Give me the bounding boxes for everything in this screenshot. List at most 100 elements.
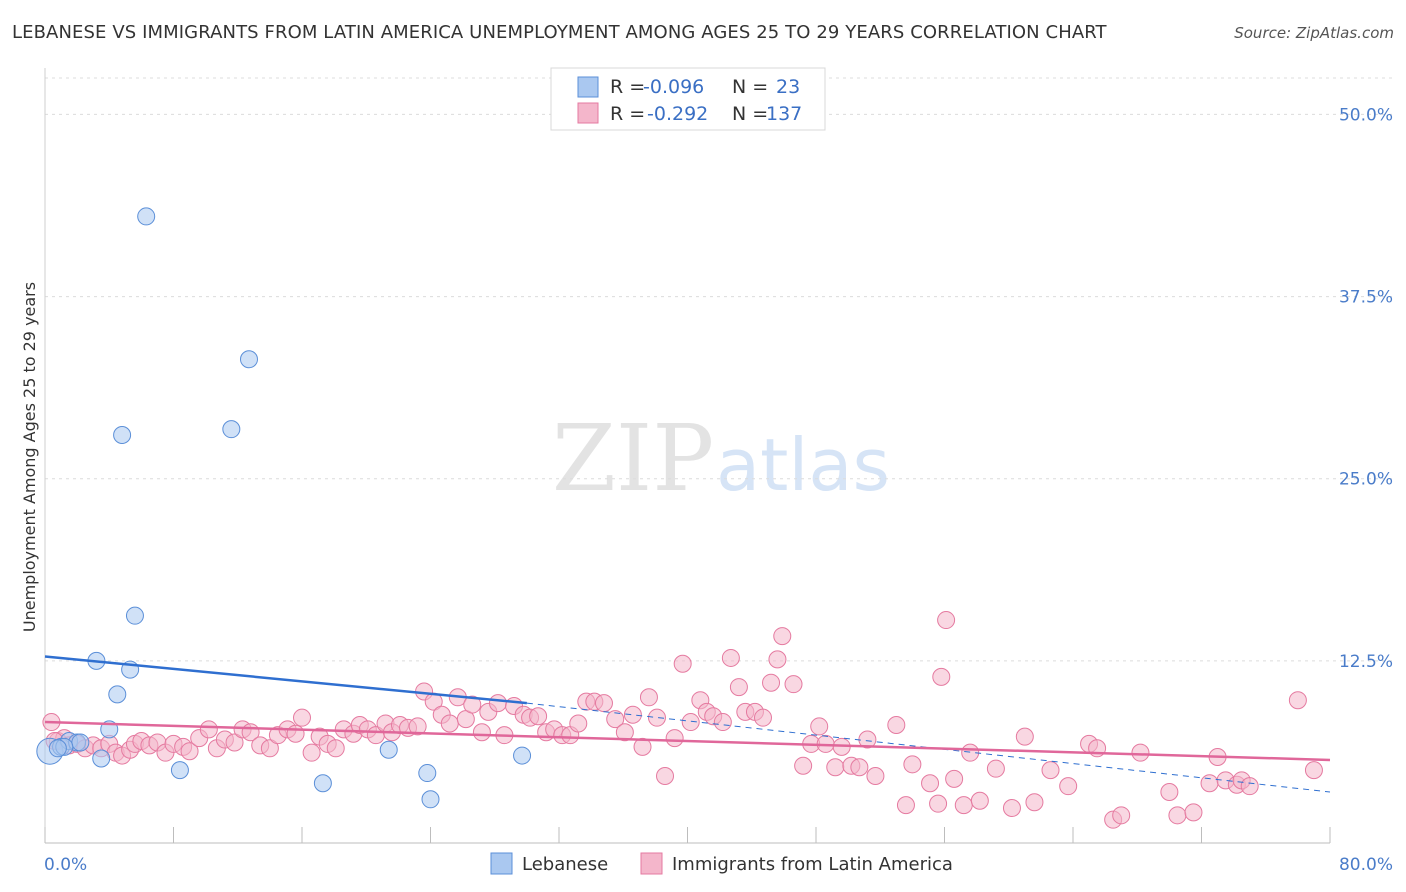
legend-r-value-2: -0.292 — [647, 103, 708, 125]
data-point-latin-america — [594, 694, 613, 713]
data-point-latin-america — [784, 675, 803, 694]
trend-lines — [44, 655, 1331, 793]
data-point-lebanese — [137, 207, 156, 226]
series-latin-america-points — [42, 611, 1323, 829]
data-point-latin-america — [673, 654, 692, 673]
data-point-latin-america — [1184, 803, 1203, 822]
data-point-latin-america — [665, 729, 684, 748]
data-point-latin-america — [286, 724, 305, 743]
data-point-latin-america — [1304, 761, 1323, 780]
bottom-legend-swatch-latin-america — [640, 852, 663, 875]
data-point-latin-america — [921, 774, 940, 793]
bottom-legend: Lebanese Immigrants from Latin America — [490, 852, 953, 875]
bottom-legend-swatch-lebanese — [490, 852, 513, 875]
y-tick-label: 50.0% — [1339, 105, 1393, 125]
data-point-latin-america — [1288, 691, 1307, 710]
data-point-latin-america — [488, 694, 507, 713]
watermark-atlas: atlas — [716, 423, 890, 507]
data-point-latin-america — [932, 667, 951, 686]
legend-r-value-1: -0.096 — [643, 76, 704, 98]
data-point-latin-america — [440, 714, 459, 733]
data-point-latin-america — [954, 796, 973, 815]
tick-labels: 12.5% 25.0% 37.5% 50.0% 0.0% 80.0% — [44, 105, 1393, 875]
data-point-latin-america — [762, 673, 781, 692]
data-point-lebanese — [379, 740, 398, 759]
data-point-latin-america — [225, 733, 244, 752]
data-point-latin-america — [713, 713, 732, 732]
data-point-latin-america — [326, 739, 345, 758]
data-point-latin-america — [615, 723, 634, 742]
data-point-lebanese — [113, 426, 132, 444]
data-point-lebanese — [239, 350, 258, 369]
data-point-lebanese — [421, 790, 440, 809]
data-point-latin-america — [529, 707, 548, 726]
data-point-latin-america — [1002, 799, 1021, 818]
data-point-lebanese — [125, 606, 144, 625]
axes — [44, 68, 1331, 844]
data-point-latin-america — [721, 648, 740, 667]
data-point-latin-america — [729, 678, 748, 697]
data-point-latin-america — [850, 758, 869, 777]
data-point-latin-america — [826, 758, 845, 777]
data-point-latin-america — [810, 717, 829, 736]
data-point-latin-america — [1160, 783, 1179, 801]
y-axis-label: Unemployment Among Ages 25 to 29 years — [20, 282, 39, 632]
data-point-latin-america — [896, 796, 915, 815]
data-point-latin-america — [606, 710, 625, 729]
data-point-lebanese — [418, 764, 437, 783]
data-point-latin-america — [1200, 774, 1219, 793]
watermark-zip: ZIP — [552, 405, 714, 512]
data-point-lebanese — [48, 739, 67, 758]
data-point-latin-america — [773, 627, 792, 646]
x-tick-label: 80.0% — [1339, 855, 1393, 875]
data-point-latin-america — [1015, 727, 1034, 746]
legend-n-value-2: 137 — [766, 103, 802, 125]
chart-title: LEBANESE VS IMMIGRANTS FROM LATIN AMERIC… — [12, 22, 1107, 43]
data-point-latin-america — [656, 766, 675, 785]
data-point-latin-america — [1059, 777, 1078, 796]
legend-n-label-1: N = — [732, 76, 768, 98]
source-label: Source: ZipAtlas.com — [1234, 24, 1394, 42]
grid-lines — [45, 77, 1392, 662]
legend-r-label-2: R = — [610, 103, 645, 125]
data-point-lebanese — [170, 761, 189, 780]
data-point-latin-america — [866, 766, 885, 785]
data-point-latin-america — [463, 695, 482, 714]
data-point-latin-america — [887, 715, 906, 734]
y-tick-label: 37.5% — [1339, 288, 1393, 308]
data-point-latin-america — [260, 739, 279, 758]
x-tick-label: 0.0% — [44, 855, 87, 875]
data-point-lebanese — [92, 749, 111, 768]
data-point-latin-america — [1131, 743, 1150, 762]
legend-n-label-2: N = — [732, 103, 768, 125]
data-point-latin-america — [472, 723, 491, 742]
trend-line-latin-america — [44, 720, 1331, 762]
bottom-legend-label-latin-america: Immigrants from Latin America — [672, 854, 953, 875]
data-point-latin-america — [937, 611, 956, 630]
bottom-legend-label-lebanese: Lebanese — [522, 854, 608, 875]
data-point-latin-america — [986, 759, 1005, 778]
data-point-latin-america — [1240, 777, 1259, 796]
trend-line-lebanese — [44, 655, 527, 705]
data-point-latin-america — [302, 743, 321, 762]
data-point-lebanese — [71, 733, 90, 752]
data-point-latin-america — [1112, 806, 1131, 825]
data-point-latin-america — [970, 791, 989, 810]
legend-r-label-1: R = — [610, 76, 645, 98]
legend: R = -0.096 N = 23 R = -0.292 N = 137 — [550, 67, 826, 131]
data-point-latin-america — [794, 756, 813, 775]
data-point-latin-america — [633, 737, 652, 756]
data-point-latin-america — [945, 769, 964, 788]
trend-line-lebanese-extension — [526, 702, 1331, 793]
series-lebanese-points — [36, 207, 532, 809]
legend-n-value-1: 23 — [776, 76, 800, 98]
data-point-latin-america — [569, 714, 588, 733]
data-point-lebanese — [513, 746, 532, 765]
legend-swatch-latin-america — [577, 102, 599, 124]
legend-swatch-lebanese — [577, 76, 599, 98]
data-point-latin-america — [768, 650, 787, 669]
data-point-lebanese — [222, 420, 241, 439]
data-point-latin-america — [929, 794, 948, 813]
data-point-latin-america — [639, 688, 658, 707]
